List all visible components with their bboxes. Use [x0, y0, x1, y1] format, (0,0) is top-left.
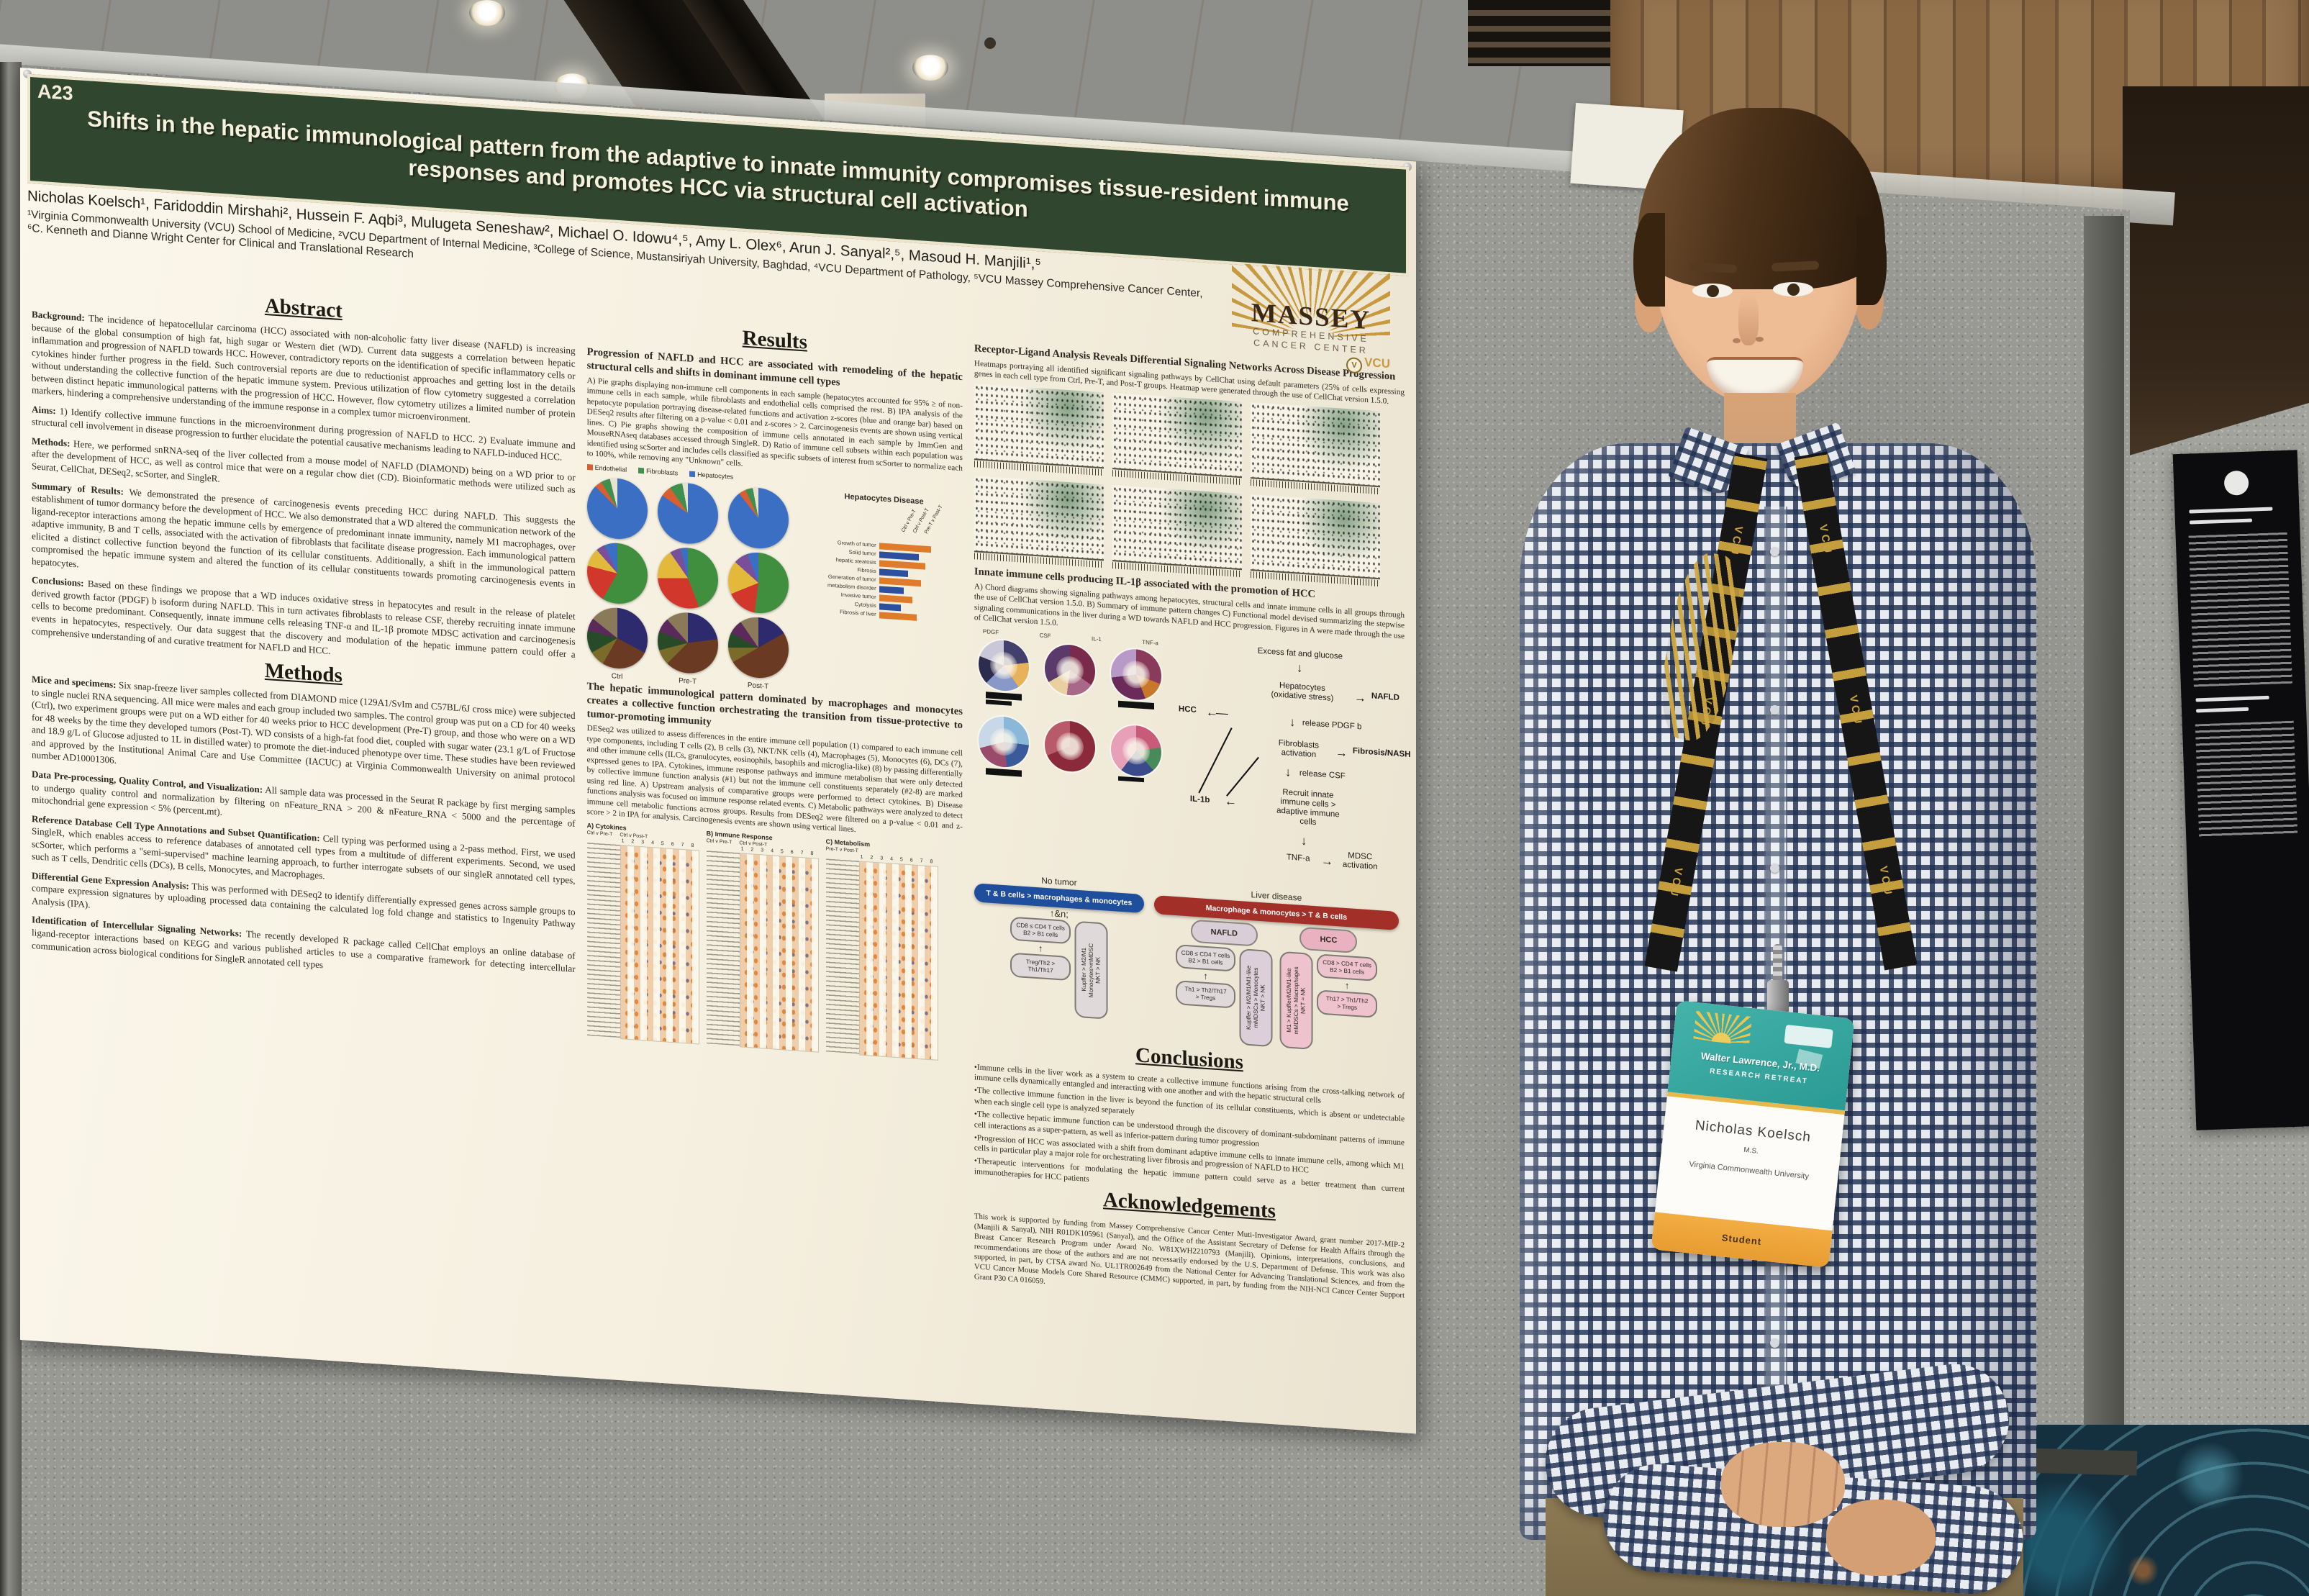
badge-logo [1784, 1024, 1833, 1048]
nose [1738, 294, 1759, 345]
cellchat-heatmaps [974, 384, 1405, 588]
eye [1692, 284, 1733, 298]
sunrise-logo-icon [1693, 1010, 1753, 1046]
arrow-line [1198, 727, 1233, 794]
arrow-down-icon: ↓ [1284, 764, 1292, 779]
hair-side [1856, 216, 1887, 305]
shirt-button [1770, 547, 1779, 556]
research-poster: A23 Shifts in the hepatic immunological … [20, 68, 1416, 1434]
figure-heatmaps: A) Cytokines Ctrl v Pre-T Ctrl v Post-T 1… [586, 822, 963, 1062]
pie-chart [727, 550, 789, 615]
poster-code: A23 [37, 80, 73, 104]
figure-chord-and-flow: PDGF CSF IL-1 TNF-a [974, 627, 1411, 894]
results-column: Results Progression of NAFLD and HCC are… [586, 314, 963, 1289]
arrow-left-icon: ←— [1205, 704, 1226, 720]
arrow-right-icon: → [1353, 690, 1366, 705]
chord-diagram [978, 715, 1029, 768]
chord-diagram [1110, 647, 1161, 702]
board-gap [2084, 216, 2124, 1461]
adjacent-poster [2172, 450, 2309, 1130]
shirt-button [1770, 1338, 1779, 1348]
pie-chart [657, 545, 718, 610]
arrow-down-icon: ↓ [1296, 661, 1303, 675]
ipa-bar-chart: Hepatocytes Disease Ctrl v Pre-T Ctrl v … [810, 486, 958, 703]
hand [1721, 1442, 1845, 1527]
vcu-logo: V VCU [1346, 354, 1390, 376]
vcu-seal-icon: V [1346, 357, 1363, 374]
immune-pattern-summary: No tumor T & B cells > macrophages & mon… [974, 871, 1405, 1056]
pie-chart [727, 485, 789, 550]
abstract-column: Abstract Background: The incidence of he… [32, 277, 576, 1263]
chord-diagram [1044, 719, 1095, 774]
board-frame-edge [0, 62, 22, 1596]
massey-logo: MASSEY COMPREHENSIVE CANCER CENTER V VCU [1213, 263, 1409, 374]
chord-diagram [1044, 643, 1095, 697]
shirt-button [1770, 863, 1779, 873]
hair [1638, 108, 1885, 289]
arrow-right-icon: → [1335, 745, 1348, 760]
pie-chart [657, 481, 718, 545]
pie-chart [586, 476, 648, 541]
chord-diagram [978, 638, 1029, 692]
badge-header: Walter Lawrence, Jr., M.D. RESEARCH RETR… [1667, 999, 1855, 1111]
shirt-button [1770, 705, 1779, 715]
hand [1826, 1500, 1936, 1576]
nafld-tag: NAFLD [1190, 919, 1258, 947]
pie-chart [586, 605, 648, 671]
arrow-right-icon: → [1320, 853, 1333, 869]
pie-chart [727, 615, 789, 680]
chord-diagram [1110, 723, 1161, 778]
functional-model-flow: Excess fat and glucose ↓ Hepatocytes (ox… [1178, 646, 1411, 871]
adjacent-poster-logo [2223, 470, 2249, 496]
arrow-down-icon: ↓ [1289, 715, 1296, 729]
pie-chart [586, 540, 648, 606]
conference-badge: Walter Lawrence, Jr., M.D. RESEARCH RETR… [1651, 999, 1855, 1269]
hair-side [1633, 213, 1665, 307]
heatmap-panel [620, 844, 699, 1045]
recessed-light [912, 55, 948, 81]
arrow-line [1225, 756, 1259, 797]
right-column: Receptor-Ligand Analysis Reveals Differe… [974, 340, 1411, 1318]
heatmap-panel [858, 860, 938, 1061]
figure-pies-and-ipa: Ctrl Pre-T Post-T Hepatocytes Disease Ct… [586, 472, 963, 704]
recessed-light [469, 0, 505, 26]
eye [1773, 282, 1813, 296]
sprinkler-icon [984, 37, 996, 49]
hcc-tag: HCC [1299, 926, 1358, 953]
badge-clip [1767, 980, 1789, 1015]
heatmap-panel [739, 852, 819, 1053]
pie-chart [657, 610, 718, 675]
arrow-down-icon: ↓ [1300, 833, 1307, 848]
